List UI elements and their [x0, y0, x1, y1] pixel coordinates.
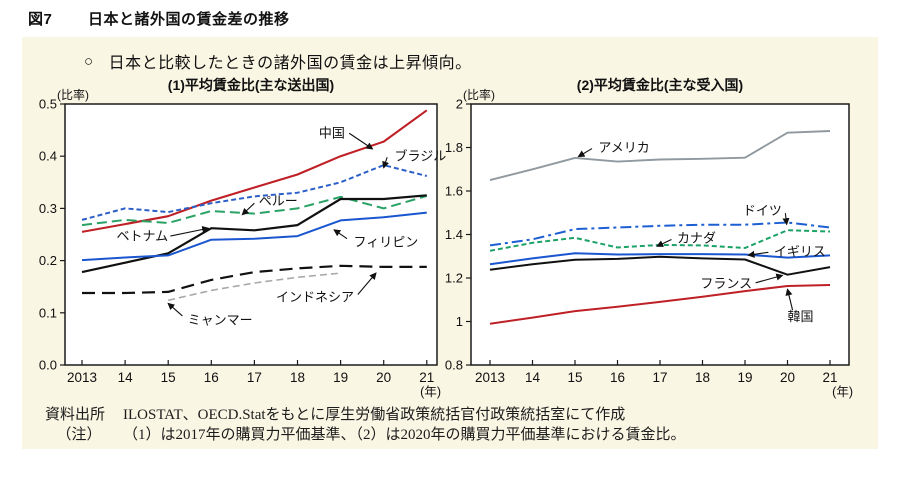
x-tick-label: 2013: [67, 370, 97, 385]
series-line-peru: [81, 194, 428, 227]
series-label-arrow-vietnam: [170, 225, 210, 237]
y-tick-label: 1.4: [445, 227, 463, 242]
series-label-indonesia: インドネシア: [276, 290, 354, 305]
series-label-arrow-korea: [785, 288, 794, 311]
x-tick-label: 14: [118, 370, 134, 385]
footnote-source-row: 資料出所 ILOSTAT、OECD.Statをもとに厚生労働省政策統括官付政策統…: [45, 406, 686, 426]
y-axis-unit-label: (比率): [57, 87, 89, 102]
y-axis-unit-label: (比率): [463, 87, 495, 102]
x-tick-label: 2013: [475, 370, 505, 385]
x-tick-label: 20: [780, 370, 795, 385]
series-label-germany: ドイツ: [743, 203, 782, 218]
series-label-uk: イギリス: [774, 244, 826, 259]
series-label-arrow-china: [348, 132, 374, 150]
series-label-brazil: ブラジル: [394, 149, 446, 164]
y-tick-label: 0.2: [39, 253, 57, 268]
series-label-arrow-peru: [241, 202, 255, 216]
x-tick-label: 21: [419, 370, 434, 385]
series-label-peru: ペルー: [259, 194, 298, 209]
series-label-usa: アメリカ: [598, 140, 649, 155]
series-label-arrow-usa: [577, 148, 593, 158]
x-tick-label: 16: [610, 370, 625, 385]
x-tick-label: 14: [525, 370, 541, 385]
x-tick-label: 17: [652, 370, 667, 385]
series-label-arrow-germany: [782, 213, 790, 226]
series-label-arrow-indonesia: [357, 272, 377, 295]
footnote-note-label: （注）: [56, 426, 102, 443]
series-label-arrow-canada: [656, 239, 672, 247]
series-label-philippines: フィリピン: [354, 234, 419, 249]
series-label-arrow-philippines: [333, 229, 348, 240]
series-line-germany: [489, 221, 831, 247]
y-tick-label: 1.8: [445, 140, 463, 155]
series-line-korea: [489, 284, 831, 325]
series-label-china: 中国: [319, 126, 345, 141]
y-tick-label: 0.3: [39, 201, 57, 216]
y-tick-label: 2: [456, 97, 463, 112]
figure-header: 図7 日本と諸外国の賃金差の推移: [28, 8, 290, 29]
series-label-canada: カナダ: [677, 230, 716, 245]
series-line-indonesia: [82, 264, 427, 295]
footnote-note-text: （1）は2017年の購買力平価基準、（2）は2020年の購買力平価基準における賃…: [123, 426, 686, 443]
series-label-arrow-uk: [747, 250, 769, 258]
series-line-vietnam: [81, 194, 427, 274]
chart-title: (1)平均賃金比(主な送出国): [168, 77, 334, 93]
chart-title: (2)平均賃金比(主な受入国): [577, 77, 743, 93]
x-tick-label: 19: [737, 370, 752, 385]
x-axis-unit-label: (年): [420, 385, 441, 399]
series-line-usa: [489, 130, 831, 182]
figure-title: 日本と諸外国の賃金差の推移: [88, 11, 290, 28]
footnote: 資料出所 ILOSTAT、OECD.Statをもとに厚生労働省政策統括官付政策統…: [45, 406, 686, 446]
series-line-brazil: [81, 164, 428, 221]
series-label-france: フランス: [700, 276, 752, 291]
series-label-arrow-brazil: [382, 157, 390, 169]
x-tick-label: 17: [247, 370, 262, 385]
footnote-source-text: ILOSTAT、OECD.Statをもとに厚生労働省政策統括官付政策統括室にて作…: [123, 407, 626, 423]
series-label-korea: 韓国: [788, 309, 814, 324]
y-tick-label: 0.4: [39, 149, 57, 164]
series-line-uk: [489, 252, 831, 266]
plot-area: [64, 103, 438, 366]
y-tick-label: 1: [456, 314, 463, 329]
series-label-myanmar: ミャンマー: [188, 313, 253, 328]
x-tick-label: 20: [376, 370, 391, 385]
chart-receiving-countries: (2)平均賃金比(主な受入国) (比率) 0.8 1 1.2 1.4 1.6 1.8 2 2013…: [445, 77, 853, 399]
x-tick-label: 19: [333, 370, 348, 385]
series-label-arrow-france: [755, 273, 784, 284]
chart-sending-countries: (1)平均賃金比(主な送出国)(比率)0.00.10.20.30.40.5201…: [39, 77, 446, 399]
x-tick-label: 21: [822, 370, 837, 385]
x-axis-unit-label: (年): [832, 385, 853, 399]
y-tick-label: 0.5: [39, 97, 57, 112]
series-label-arrow-myanmar: [167, 302, 183, 317]
y-tick-label: 1.6: [445, 184, 463, 199]
y-tick-label: 0.0: [39, 358, 57, 373]
x-tick-label: 18: [695, 370, 710, 385]
footnote-source-label: 資料出所: [45, 407, 106, 423]
x-tick-label: 16: [204, 370, 219, 385]
series-line-france: [489, 255, 831, 276]
y-tick-label: 1.2: [445, 271, 463, 286]
figure-panel: ○ 日本と比較したときの諸外国の賃金は上昇傾向。 (1)平均賃金比(主な送出国)…: [22, 37, 878, 449]
series-label-vietnam: ベトナム: [116, 229, 168, 244]
y-tick-label: 0.1: [39, 305, 57, 320]
series-line-myanmar: [168, 272, 341, 302]
plot-area: [470, 103, 850, 366]
series-line-philippines: [81, 211, 427, 262]
footnote-note-row: （注） （1）は2017年の購買力平価基準、（2）は2020年の購買力平価基準に…: [45, 426, 686, 446]
x-tick-label: 15: [567, 370, 582, 385]
figure-number: 図7: [28, 11, 53, 28]
x-tick-label: 15: [161, 370, 176, 385]
y-tick-label: 0.8: [445, 358, 463, 373]
keypoint-row: ○ 日本と比較したときの諸外国の賃金は上昇傾向。: [84, 49, 472, 73]
circle-bullet-icon: ○: [84, 52, 94, 70]
keypoint-text: 日本と比較したときの諸外国の賃金は上昇傾向。: [108, 55, 472, 72]
x-tick-label: 18: [290, 370, 305, 385]
